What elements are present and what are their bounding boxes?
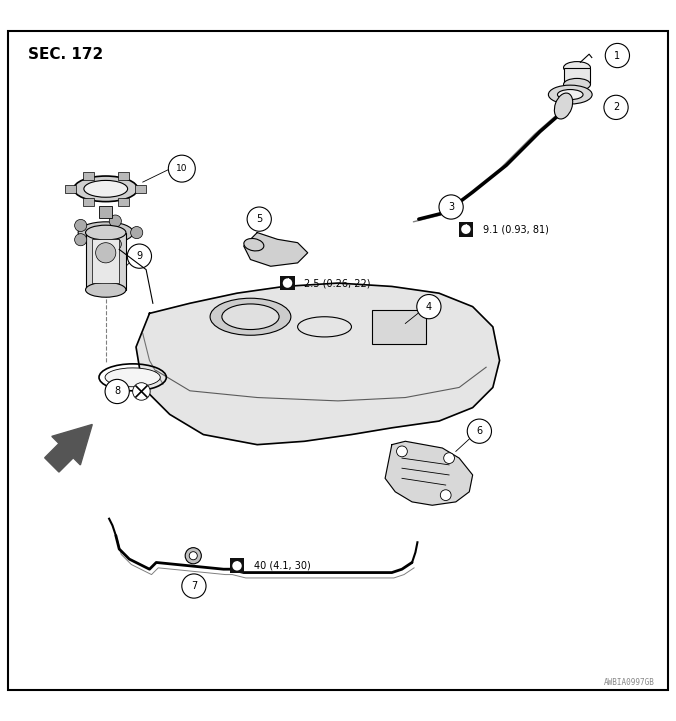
Text: 9.1 (0.93, 81): 9.1 (0.93, 81)	[483, 224, 549, 234]
Circle shape	[604, 95, 628, 120]
Ellipse shape	[78, 222, 133, 244]
Bar	[118, 172, 128, 180]
Text: 6: 6	[477, 426, 483, 436]
Polygon shape	[45, 425, 92, 472]
Circle shape	[95, 243, 116, 263]
Bar	[92, 239, 119, 283]
Bar	[83, 198, 93, 205]
Ellipse shape	[564, 79, 590, 91]
Ellipse shape	[558, 89, 583, 99]
Text: 2.5 (0.26, 22): 2.5 (0.26, 22)	[304, 278, 371, 288]
Bar	[458, 222, 473, 236]
Circle shape	[443, 453, 454, 464]
Ellipse shape	[222, 304, 279, 329]
Ellipse shape	[105, 368, 160, 386]
Circle shape	[168, 155, 195, 182]
Text: SEC. 172: SEC. 172	[28, 48, 103, 63]
Circle shape	[440, 490, 451, 500]
Text: 40 (4.1, 30): 40 (4.1, 30)	[254, 561, 310, 571]
Bar	[372, 310, 425, 344]
Circle shape	[132, 383, 150, 400]
Circle shape	[182, 574, 206, 598]
Ellipse shape	[210, 298, 291, 335]
Text: 1: 1	[614, 50, 621, 61]
Polygon shape	[244, 233, 308, 266]
Text: 3: 3	[448, 202, 454, 212]
Circle shape	[110, 215, 122, 227]
Ellipse shape	[564, 61, 590, 74]
Circle shape	[417, 294, 441, 319]
Text: 8: 8	[114, 386, 120, 397]
Circle shape	[74, 219, 87, 231]
Polygon shape	[385, 441, 473, 505]
Circle shape	[185, 548, 201, 564]
Circle shape	[105, 379, 129, 404]
Text: 9: 9	[137, 251, 143, 261]
Bar	[99, 205, 112, 218]
Circle shape	[130, 226, 143, 239]
Circle shape	[233, 561, 242, 570]
Circle shape	[467, 419, 491, 443]
Bar	[230, 559, 245, 573]
Ellipse shape	[86, 283, 126, 297]
Ellipse shape	[244, 239, 264, 251]
Circle shape	[74, 234, 87, 246]
Circle shape	[605, 43, 629, 68]
Bar	[280, 275, 295, 291]
Circle shape	[110, 238, 122, 250]
Circle shape	[247, 207, 271, 231]
Polygon shape	[136, 283, 500, 445]
Bar	[564, 68, 590, 84]
Ellipse shape	[548, 85, 592, 104]
Bar	[66, 185, 76, 193]
Ellipse shape	[74, 176, 138, 202]
Ellipse shape	[86, 225, 126, 240]
Text: AWBIA0997GB: AWBIA0997GB	[604, 678, 654, 687]
Bar	[118, 198, 128, 205]
Text: 4: 4	[426, 301, 432, 311]
Bar	[135, 185, 146, 193]
Circle shape	[189, 552, 197, 559]
Circle shape	[283, 278, 292, 288]
Circle shape	[127, 244, 151, 268]
Text: 2: 2	[613, 102, 619, 112]
Circle shape	[461, 224, 470, 234]
Circle shape	[439, 195, 463, 219]
Text: 10: 10	[176, 164, 187, 173]
Ellipse shape	[84, 180, 128, 198]
Circle shape	[397, 446, 408, 457]
Bar	[83, 172, 93, 180]
Ellipse shape	[554, 93, 573, 119]
Bar	[86, 233, 126, 290]
Text: 5: 5	[256, 214, 262, 224]
Text: 7: 7	[191, 581, 197, 591]
